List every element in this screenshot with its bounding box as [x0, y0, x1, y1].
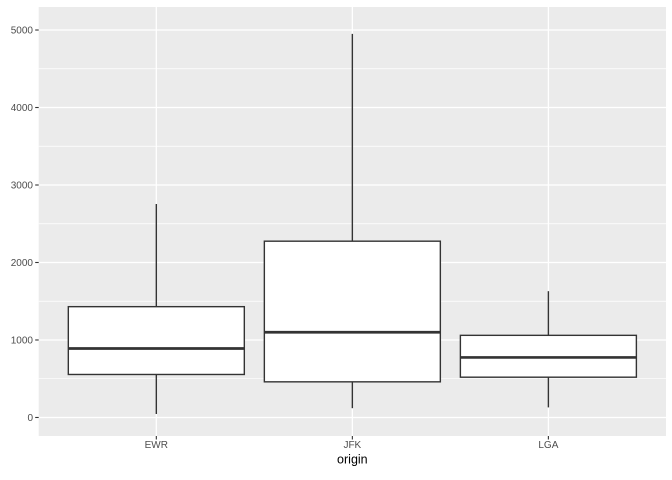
x-tick-label-lga: LGA: [538, 440, 558, 451]
y-tick-label: 0: [27, 413, 33, 424]
y-tick-label: 1000: [11, 335, 34, 346]
box-jfk: [263, 240, 442, 383]
box-ewr: [67, 305, 246, 376]
x-axis-title: origin: [337, 453, 368, 467]
y-tick-label: 3000: [11, 180, 34, 191]
y-tick-label: 4000: [11, 103, 34, 114]
boxplot-jfk: [263, 33, 442, 409]
y-tick-label: 2000: [11, 258, 34, 269]
boxplot-lga: [459, 291, 638, 408]
boxplot-ewr: [67, 203, 246, 414]
x-tick-label-jfk: JFK: [343, 440, 361, 451]
x-tick-label-ewr: EWR: [145, 440, 168, 451]
y-tick-label: 5000: [11, 25, 34, 36]
